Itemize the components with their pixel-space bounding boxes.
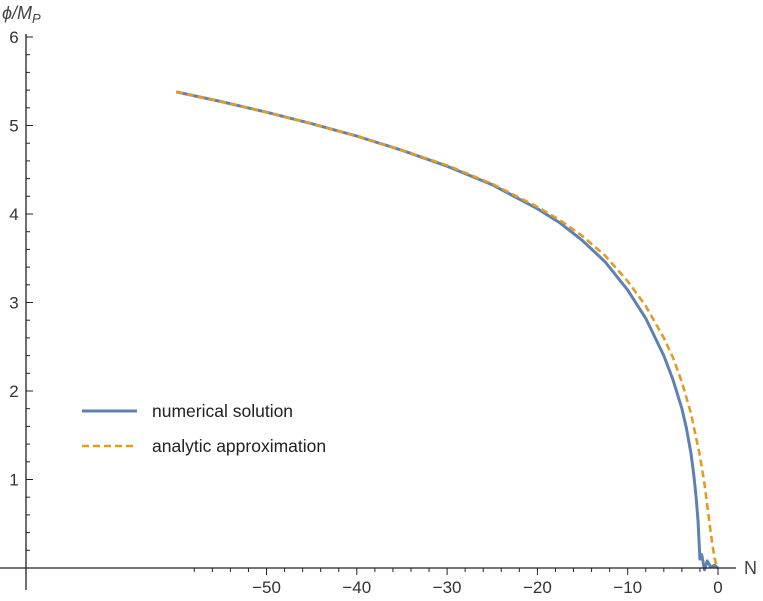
x-tick-label: 0 xyxy=(713,578,722,597)
series-line-numerical xyxy=(175,90,719,572)
legend-label-numerical: numerical solution xyxy=(152,401,293,421)
y-axis-label-main: ϕ/M xyxy=(2,3,32,23)
legend: numerical solution analytic approximatio… xyxy=(82,401,326,456)
legend-label-analytic: analytic approximation xyxy=(152,436,326,456)
y-tick-label: 4 xyxy=(9,205,18,224)
x-tick-label: −40 xyxy=(342,578,371,597)
x-axis-label: N xyxy=(744,558,757,578)
x-tick-label: −30 xyxy=(433,578,462,597)
y-tick-label: 2 xyxy=(9,382,18,401)
y-tick-label: 3 xyxy=(9,294,18,313)
x-tick-label: −50 xyxy=(252,578,281,597)
x-tick-label: −10 xyxy=(613,578,642,597)
y-tick-label: 5 xyxy=(9,117,18,136)
y-tick-label: 1 xyxy=(9,471,18,490)
axes xyxy=(0,34,736,590)
y-axis-label: ϕ/MP xyxy=(2,3,41,26)
series-line-analytic xyxy=(175,90,720,569)
series-layer xyxy=(175,90,720,572)
ticks-layer: −50 −40 −30 −20 −10 0 1 2 3 4 5 6 xyxy=(9,28,722,597)
y-tick-label: 6 xyxy=(9,28,18,47)
y-axis-label-subscript: P xyxy=(32,11,41,26)
x-tick-label: −20 xyxy=(523,578,552,597)
